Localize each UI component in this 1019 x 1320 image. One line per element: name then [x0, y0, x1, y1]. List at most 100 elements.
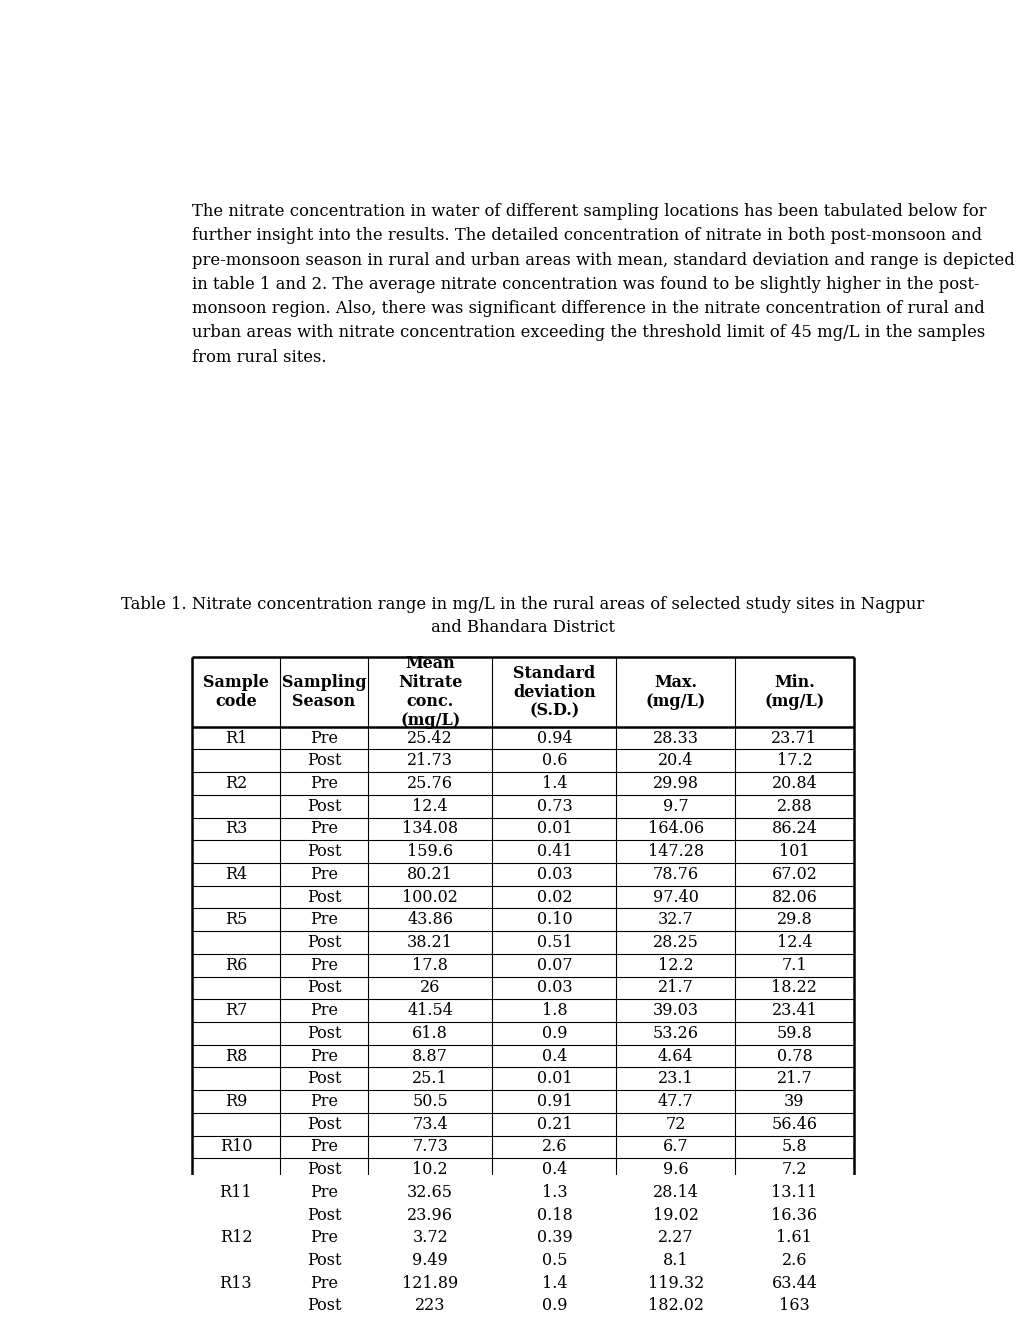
Text: Pre: Pre [310, 866, 337, 883]
Text: Pre: Pre [310, 730, 337, 747]
Text: 43.86: 43.86 [407, 911, 452, 928]
Text: Post: Post [307, 1298, 341, 1315]
Text: 2.6: 2.6 [541, 1138, 567, 1155]
Text: 59.8: 59.8 [775, 1024, 811, 1041]
Text: 25.42: 25.42 [407, 730, 452, 747]
Text: Pre: Pre [310, 1002, 337, 1019]
Text: 0.6: 0.6 [541, 752, 567, 770]
Text: 12.4: 12.4 [412, 797, 447, 814]
Text: Pre: Pre [310, 911, 337, 928]
Text: 38.21: 38.21 [407, 935, 452, 950]
Text: 17.8: 17.8 [412, 957, 447, 974]
Text: 23.1: 23.1 [657, 1071, 693, 1088]
Text: 9.7: 9.7 [662, 797, 688, 814]
Text: 0.51: 0.51 [536, 935, 572, 950]
Text: 9.6: 9.6 [662, 1162, 688, 1179]
Text: 18.22: 18.22 [770, 979, 816, 997]
Text: 4.64: 4.64 [657, 1048, 693, 1064]
Text: 8.87: 8.87 [412, 1048, 447, 1064]
Text: Post: Post [307, 935, 341, 950]
Text: 6.7: 6.7 [662, 1138, 688, 1155]
Text: 78.76: 78.76 [652, 866, 698, 883]
Text: 12.4: 12.4 [775, 935, 811, 950]
Text: R5: R5 [224, 911, 247, 928]
Text: Post: Post [307, 843, 341, 861]
Text: 0.5: 0.5 [541, 1251, 567, 1269]
Text: Sample
code: Sample code [203, 675, 269, 710]
Text: 100.02: 100.02 [401, 888, 458, 906]
Text: 23.71: 23.71 [770, 730, 816, 747]
Text: 0.01: 0.01 [536, 1071, 572, 1088]
Text: Post: Post [307, 888, 341, 906]
Text: 1.3: 1.3 [541, 1184, 567, 1201]
Text: 72: 72 [665, 1115, 686, 1133]
Text: 23.41: 23.41 [770, 1002, 816, 1019]
Text: 56.46: 56.46 [770, 1115, 816, 1133]
Text: 20.84: 20.84 [770, 775, 816, 792]
Text: 0.03: 0.03 [536, 979, 572, 997]
Text: 25.76: 25.76 [407, 775, 452, 792]
Text: Post: Post [307, 1115, 341, 1133]
Text: 16.36: 16.36 [770, 1206, 816, 1224]
Text: 10.2: 10.2 [412, 1162, 447, 1179]
Text: 0.18: 0.18 [536, 1206, 572, 1224]
Text: urban areas with nitrate concentration exceeding the threshold limit of 45 mg/L : urban areas with nitrate concentration e… [192, 325, 984, 342]
Text: 7.1: 7.1 [781, 957, 806, 974]
Text: 2.88: 2.88 [775, 797, 811, 814]
Text: 63.44: 63.44 [770, 1275, 816, 1292]
Text: R12: R12 [219, 1229, 252, 1246]
Text: Pre: Pre [310, 1138, 337, 1155]
Text: 19.02: 19.02 [652, 1206, 698, 1224]
Text: 21.7: 21.7 [657, 979, 693, 997]
Text: 0.10: 0.10 [536, 911, 572, 928]
Text: Post: Post [307, 1251, 341, 1269]
Text: 0.21: 0.21 [536, 1115, 572, 1133]
Text: 1.61: 1.61 [775, 1229, 811, 1246]
Text: Post: Post [307, 752, 341, 770]
Text: Post: Post [307, 1206, 341, 1224]
Text: 0.07: 0.07 [536, 957, 572, 974]
Text: 20.4: 20.4 [657, 752, 693, 770]
Text: 5.8: 5.8 [781, 1138, 806, 1155]
Text: 80.21: 80.21 [407, 866, 452, 883]
Text: R13: R13 [219, 1275, 252, 1292]
Text: 39.03: 39.03 [652, 1002, 698, 1019]
Text: Pre: Pre [310, 820, 337, 837]
Text: 25.1: 25.1 [412, 1071, 447, 1088]
Text: 9.49: 9.49 [412, 1251, 447, 1269]
Text: Post: Post [307, 797, 341, 814]
Text: R11: R11 [219, 1184, 252, 1201]
Text: 7.73: 7.73 [412, 1138, 447, 1155]
Text: 0.73: 0.73 [536, 797, 572, 814]
Text: 32.7: 32.7 [657, 911, 693, 928]
Text: 28.33: 28.33 [652, 730, 698, 747]
Text: and Bhandara District: and Bhandara District [430, 619, 614, 636]
Text: 0.39: 0.39 [536, 1229, 572, 1246]
Text: in table 1 and 2. The average nitrate concentration was found to be slightly hig: in table 1 and 2. The average nitrate co… [192, 276, 978, 293]
Text: 0.03: 0.03 [536, 866, 572, 883]
Text: 0.4: 0.4 [541, 1162, 567, 1179]
Text: 21.7: 21.7 [775, 1071, 811, 1088]
Text: Max.
(mg/L): Max. (mg/L) [645, 675, 705, 710]
Text: Sampling
Season: Sampling Season [281, 675, 366, 710]
Text: 13.11: 13.11 [770, 1184, 816, 1201]
Text: 41.54: 41.54 [407, 1002, 452, 1019]
Text: R9: R9 [224, 1093, 247, 1110]
Text: 28.25: 28.25 [652, 935, 698, 950]
Text: 86.24: 86.24 [770, 820, 816, 837]
Text: monsoon region. Also, there was significant difference in the nitrate concentrat: monsoon region. Also, there was signific… [192, 300, 983, 317]
Text: 1.4: 1.4 [541, 775, 567, 792]
Text: 119.32: 119.32 [647, 1275, 703, 1292]
Text: Table 1. Nitrate concentration range in mg/L in the rural areas of selected stud: Table 1. Nitrate concentration range in … [121, 595, 923, 612]
Text: 147.28: 147.28 [647, 843, 703, 861]
Text: 2.27: 2.27 [657, 1229, 693, 1246]
Text: 28.14: 28.14 [652, 1184, 698, 1201]
Text: 0.4: 0.4 [541, 1048, 567, 1064]
Text: R10: R10 [219, 1138, 252, 1155]
Text: 182.02: 182.02 [647, 1298, 703, 1315]
Text: 0.01: 0.01 [536, 820, 572, 837]
Text: The nitrate concentration in water of different sampling locations has been tabu: The nitrate concentration in water of di… [192, 203, 985, 220]
Text: Pre: Pre [310, 1048, 337, 1064]
Text: Pre: Pre [310, 775, 337, 792]
Text: Post: Post [307, 1024, 341, 1041]
